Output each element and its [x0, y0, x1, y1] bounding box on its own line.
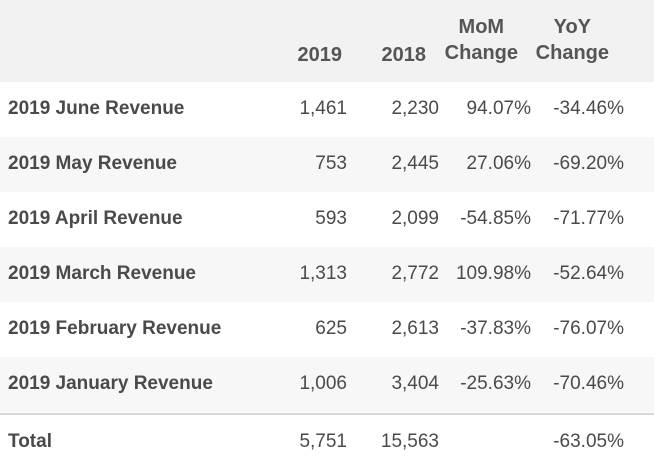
header-mom-line1: MoM [458, 16, 505, 38]
cell-2019: 1,461 [299, 98, 347, 119]
row-label: 2019 March Revenue [8, 263, 196, 284]
cell-yoy-change: -34.46% [553, 98, 624, 119]
row-label: 2019 January Revenue [8, 373, 213, 394]
cell-yoy-change: -71.77% [553, 208, 624, 229]
table-row: 2019 April Revenue 593 2,099 -54.85% -71… [0, 192, 654, 247]
row-label: 2019 April Revenue [8, 208, 183, 229]
header-yoy-line1: YoY [553, 16, 592, 38]
cell-mom-change: -25.63% [460, 373, 531, 394]
header-mom-line2: Change [444, 42, 518, 64]
row-label: 2019 February Revenue [8, 318, 222, 339]
header-2018-label: 2018 [381, 44, 427, 66]
cell-yoy-change: -52.64% [553, 263, 624, 284]
cell-yoy-change: -70.46% [553, 373, 624, 394]
table-row: 2019 June Revenue 1,461 2,230 94.07% -34… [0, 82, 654, 137]
cell-2018: 2,445 [391, 153, 439, 174]
cell-2019: 1,313 [299, 263, 347, 284]
header-2019-label: 2019 [297, 44, 343, 66]
total-row: Total 5,751 15,563 -63.05% [0, 413, 654, 463]
header-yoy-change: YoY Change [536, 14, 609, 66]
cell-mom-change: 94.07% [466, 98, 531, 119]
cell-yoy-change: -69.20% [553, 153, 624, 174]
total-yoy-change: -63.05% [553, 431, 624, 452]
table-row: 2019 March Revenue 1,313 2,772 109.98% -… [0, 247, 654, 302]
cell-2019: 625 [315, 318, 347, 339]
cell-mom-change: 109.98% [455, 263, 531, 284]
header-2018: 2018 [382, 42, 427, 68]
cell-2018: 2,230 [391, 98, 439, 119]
cell-2018: 2,099 [391, 208, 439, 229]
total-label: Total [8, 431, 52, 452]
cell-2019: 753 [315, 153, 347, 174]
cell-2018: 2,613 [391, 318, 439, 339]
cell-2018: 3,404 [391, 373, 439, 394]
cell-mom-change: 27.06% [466, 153, 531, 174]
header-yoy-line2: Change [535, 42, 609, 64]
header-mom-change: MoM Change [445, 14, 518, 66]
cell-2018: 2,772 [391, 263, 439, 284]
table-header: 2019 2018 MoM Change YoY Change [0, 0, 654, 82]
cell-mom-change: -54.85% [460, 208, 531, 229]
cell-2019: 593 [315, 208, 347, 229]
header-2019: 2019 [298, 42, 343, 68]
total-2018: 15,563 [380, 431, 439, 452]
cell-2019: 1,006 [299, 373, 347, 394]
table-row: 2019 May Revenue 753 2,445 27.06% -69.20… [0, 137, 654, 192]
cell-mom-change: -37.83% [460, 318, 531, 339]
table-row: 2019 February Revenue 625 2,613 -37.83% … [0, 302, 654, 357]
total-2019: 5,751 [299, 431, 347, 452]
table-row: 2019 January Revenue 1,006 3,404 -25.63%… [0, 357, 654, 412]
cell-yoy-change: -76.07% [553, 318, 624, 339]
row-label: 2019 May Revenue [8, 153, 177, 174]
row-label: 2019 June Revenue [8, 98, 185, 119]
